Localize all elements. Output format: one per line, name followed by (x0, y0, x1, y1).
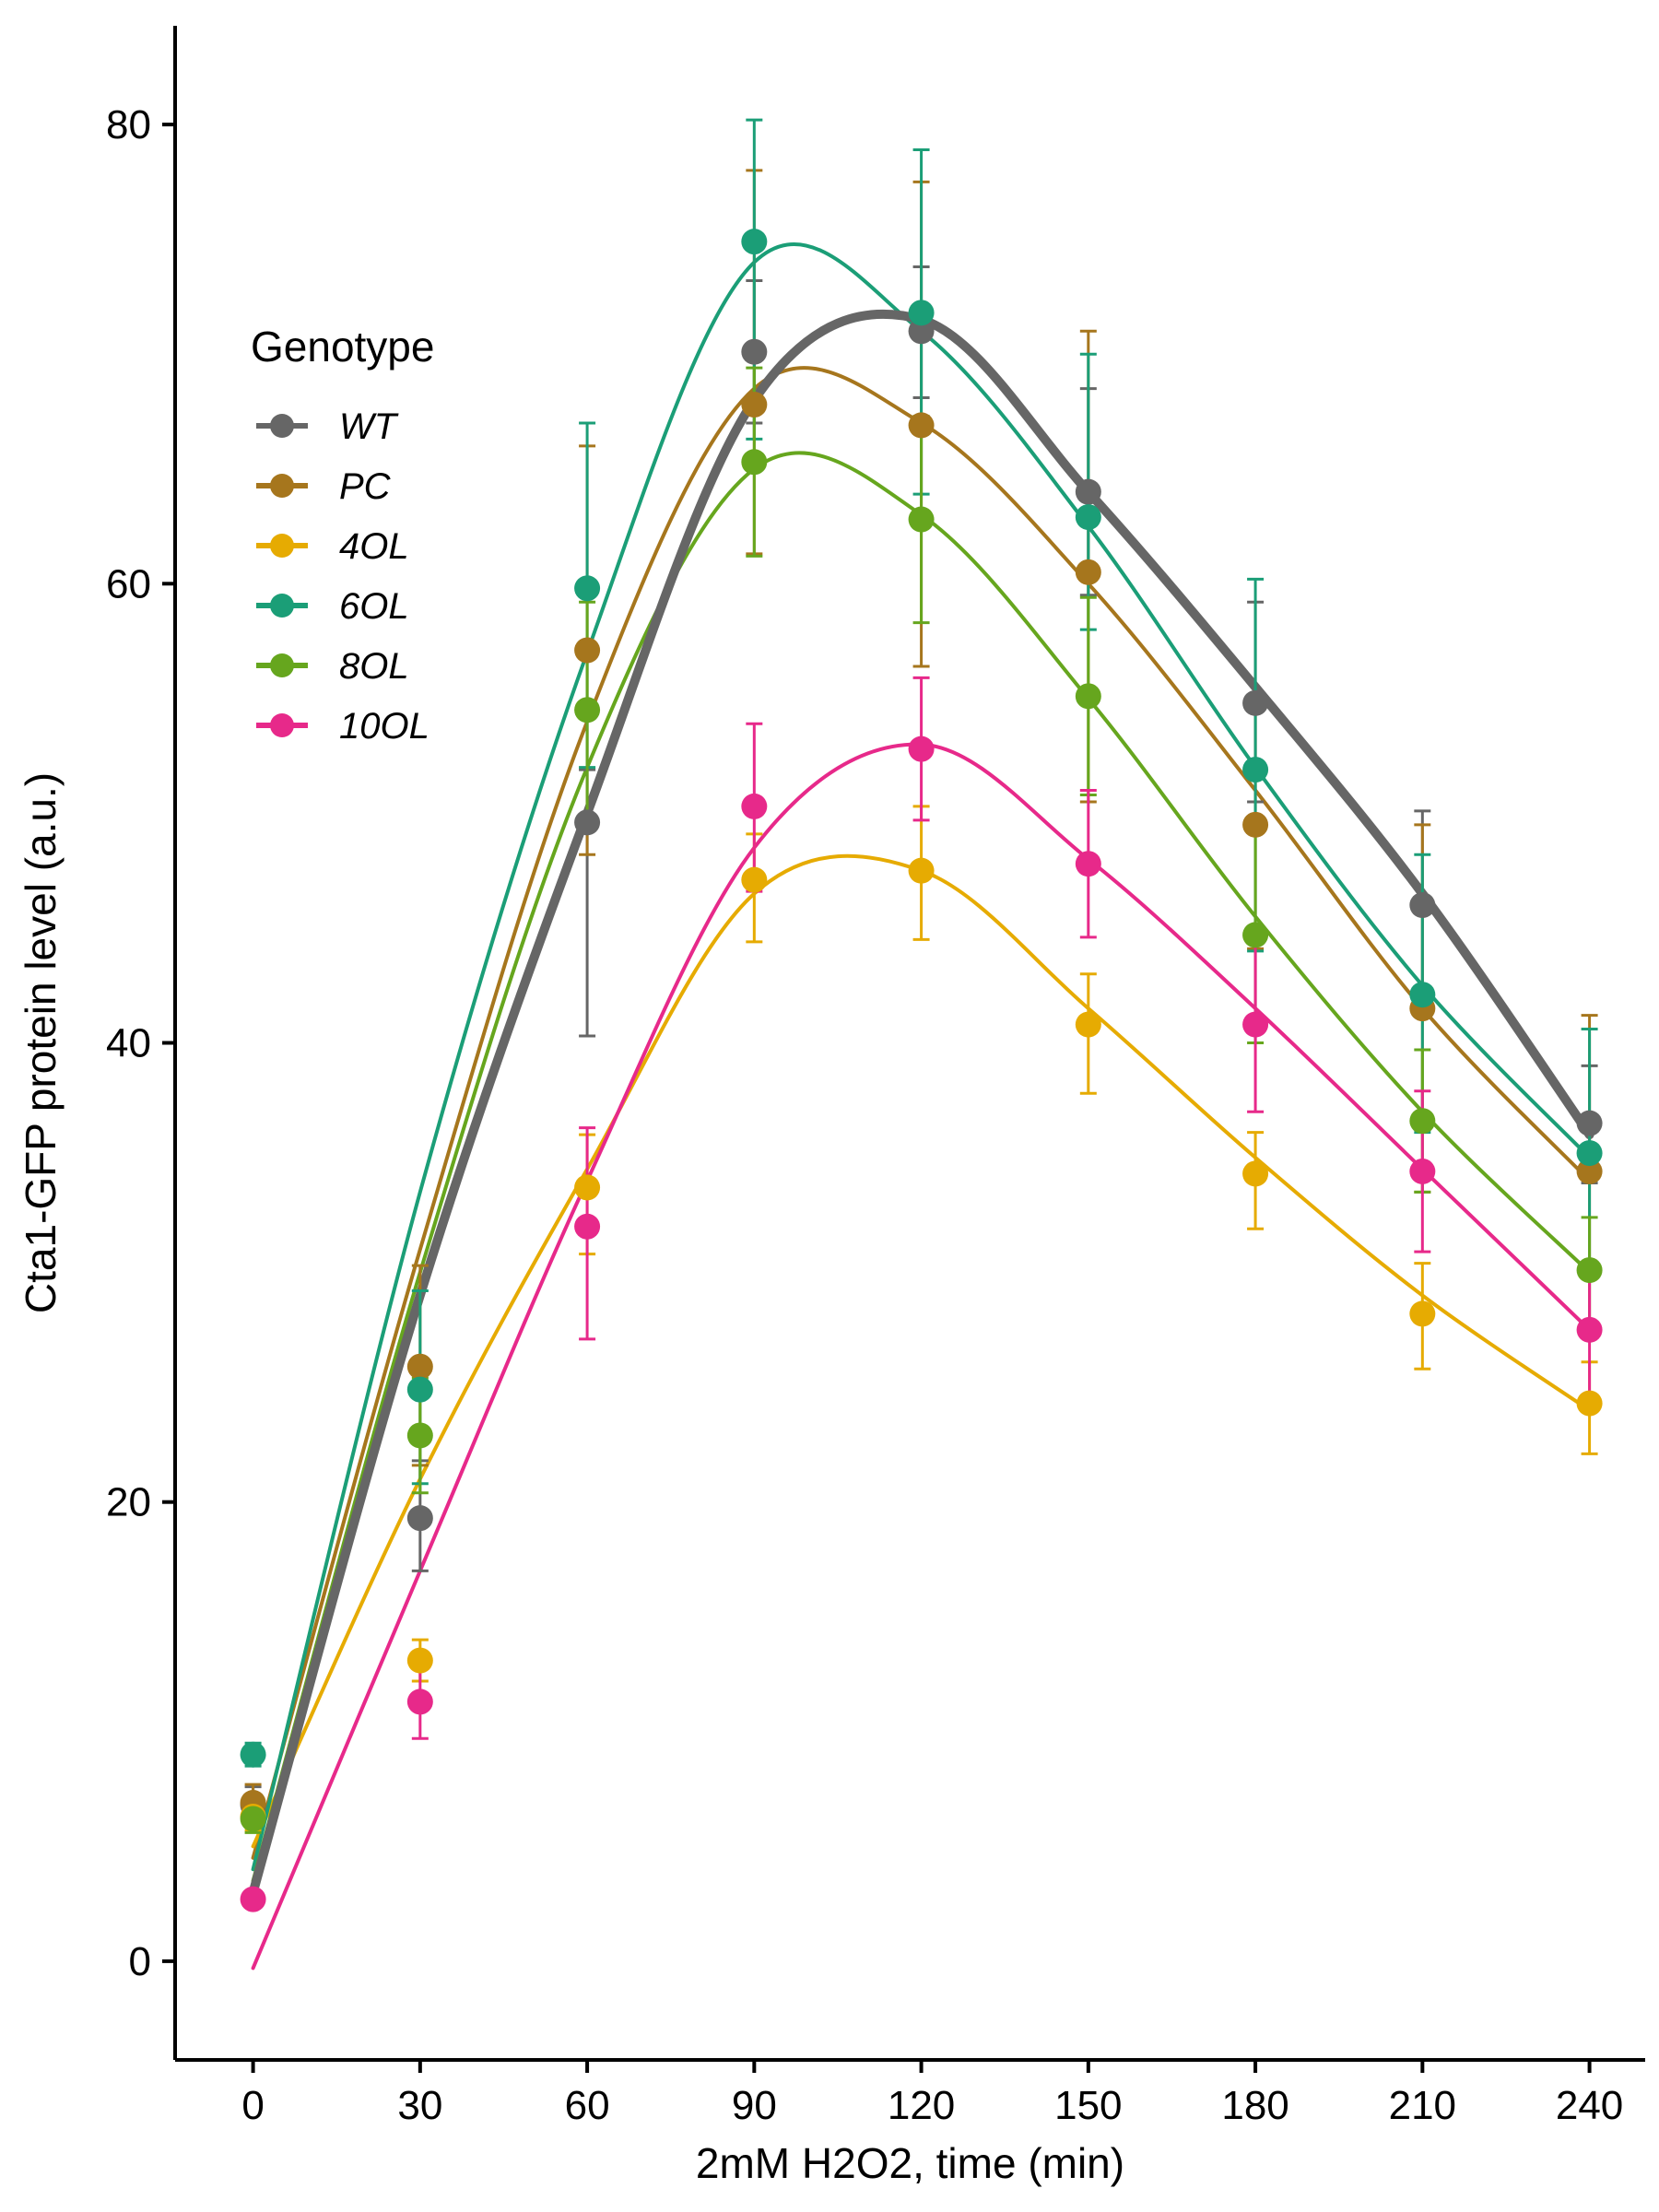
x-tick-label: 240 (1556, 2083, 1623, 2128)
x-axis-title: 2mM H2O2, time (min) (696, 2139, 1124, 2187)
legend-item-10ol: 10OL (256, 706, 429, 747)
point-10ol (1075, 851, 1101, 877)
point-6ol (1242, 757, 1269, 783)
point-6ol (574, 575, 601, 602)
point-pc (908, 412, 935, 439)
y-tick-label: 0 (129, 1939, 151, 1984)
point-8ol (908, 506, 935, 533)
x-tick-label: 90 (732, 2083, 777, 2128)
point-pc (1242, 811, 1269, 838)
point-6ol (1409, 982, 1436, 1008)
legend-label-pc: PC (339, 466, 392, 507)
point-4ol (1409, 1300, 1436, 1327)
legend-label-wt: WT (339, 406, 399, 447)
point-6ol (240, 1741, 266, 1768)
point-4ol (741, 866, 768, 893)
point-8ol (1242, 922, 1269, 948)
y-tick-label: 40 (106, 1021, 151, 1066)
error-bars (244, 118, 1598, 1908)
point-4ol (574, 1174, 601, 1201)
point-10ol (240, 1886, 266, 1912)
y-axis-title: Cta1-GFP protein level (a.u.) (17, 772, 65, 1313)
point-6ol (406, 1376, 433, 1403)
axes: 0 30 60 90 120 150 180 210 240 0 20 40 60 80 (106, 26, 1645, 2128)
legend-label-4ol: 4OL (339, 526, 409, 567)
y-tick-label: 20 (106, 1480, 151, 1525)
point-4ol (1075, 1011, 1101, 1038)
point-10ol (1409, 1158, 1436, 1184)
legend-key-point-wt (270, 414, 294, 438)
point-8ol (240, 1806, 266, 1832)
legend-item-wt: WT (256, 406, 399, 447)
y-tick-label: 60 (106, 561, 151, 606)
trend-line-pc (251, 366, 1592, 1860)
point-6ol (1576, 1140, 1603, 1167)
trend-line-4ol (251, 853, 1592, 1849)
legend-item-6ol: 6OL (256, 586, 409, 627)
legend-key-point-4ol (270, 534, 294, 558)
point-6ol (908, 300, 935, 326)
legend-item-8ol: 8OL (256, 646, 409, 687)
point-10ol (1242, 1011, 1269, 1038)
x-tick-label: 60 (565, 2083, 610, 2128)
legend-label-10ol: 10OL (339, 706, 429, 747)
point-4ol (406, 1647, 433, 1674)
point-wt (1242, 689, 1269, 716)
point-4ol (908, 857, 935, 884)
y-tick-label: 80 (106, 102, 151, 147)
legend-key-point-10ol (270, 713, 294, 737)
point-pc (1075, 559, 1101, 585)
point-8ol (741, 449, 768, 476)
point-pc (741, 392, 768, 418)
point-8ol (1576, 1257, 1603, 1284)
point-pc (574, 637, 601, 664)
point-wt (1576, 1110, 1603, 1136)
point-wt (741, 338, 768, 365)
point-wt (908, 318, 935, 345)
x-tick-label: 150 (1054, 2083, 1122, 2128)
x-tick-label: 180 (1221, 2083, 1288, 2128)
x-tick-label: 120 (888, 2083, 955, 2128)
legend-item-pc: PC (256, 466, 392, 507)
legend-key-point-pc (270, 474, 294, 498)
point-8ol (1075, 683, 1101, 710)
x-tick-label: 210 (1389, 2083, 1456, 2128)
point-wt (574, 809, 601, 836)
legend-label-6ol: 6OL (339, 586, 409, 627)
point-8ol (574, 697, 601, 724)
point-wt (406, 1505, 433, 1532)
legend-key-point-8ol (270, 653, 294, 677)
legend-label-8ol: 8OL (339, 646, 409, 687)
point-8ol (406, 1422, 433, 1449)
trend-line-10ol (251, 742, 1592, 1971)
trend-line-6ol (251, 241, 1592, 1872)
point-wt (1075, 478, 1101, 505)
point-10ol (574, 1213, 601, 1240)
point-4ol (1242, 1160, 1269, 1187)
point-pc (406, 1353, 433, 1380)
legend-key-point-6ol (270, 594, 294, 618)
legend-item-4ol: 4OL (256, 526, 409, 567)
point-8ol (1409, 1108, 1436, 1135)
point-6ol (1075, 504, 1101, 531)
legend-title: Genotype (251, 323, 434, 371)
point-4ol (1576, 1390, 1603, 1417)
data-points (240, 229, 1603, 1912)
point-wt (1409, 892, 1436, 919)
legend: Genotype WT PC 4OL 6OL 8OL 10OL (251, 323, 434, 747)
point-6ol (741, 229, 768, 255)
point-10ol (741, 793, 768, 819)
point-pc (1576, 1158, 1603, 1184)
point-10ol (406, 1688, 433, 1715)
point-10ol (1576, 1316, 1603, 1343)
point-10ol (908, 735, 935, 762)
x-tick-label: 30 (397, 2083, 442, 2128)
x-tick-label: 0 (241, 2083, 264, 2128)
